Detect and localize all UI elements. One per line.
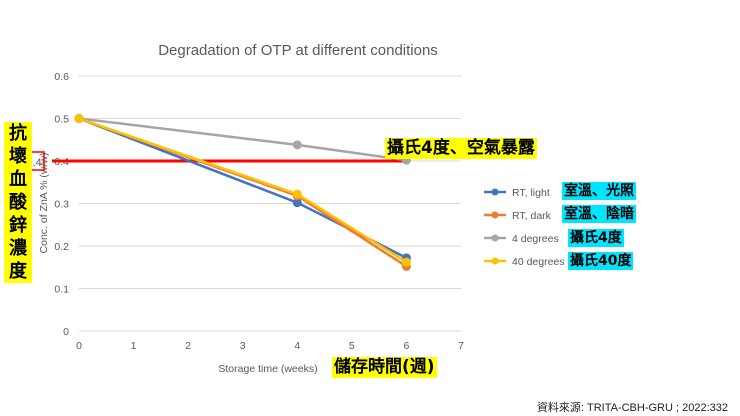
- legend-chinese-2: 室溫、陰暗: [562, 205, 636, 223]
- legend-label: 40 degrees: [512, 256, 565, 268]
- y-axis-char: 血: [9, 169, 27, 190]
- x-axis-label: Storage time (weeks): [218, 363, 317, 375]
- y-axis-label: Conc. of ZnA % (w/w): [38, 153, 50, 254]
- y-axis-char: 濃: [9, 238, 27, 259]
- data-point: [292, 140, 302, 150]
- y-tick-label: 0.5: [54, 114, 69, 126]
- legend-chinese-1: 室溫、光照: [562, 182, 636, 200]
- legend: RT, light RT, dark 4 degrees 40 degrees: [484, 187, 565, 268]
- source-citation: 資料來源: TRITA-CBH-GRU ; 2022:332: [536, 402, 728, 414]
- y-axis-chinese-label: 抗 壞 血 酸 鋅 濃 度: [4, 122, 32, 283]
- y-tick-label: 0.6: [54, 71, 69, 83]
- y-axis-char: 酸: [9, 192, 27, 213]
- legend-swatch-marker: [491, 257, 499, 265]
- x-tick-label: 1: [131, 340, 137, 352]
- x-tick-label: 3: [240, 340, 246, 352]
- series-lines: [74, 114, 411, 271]
- y-tick-labels: 00.10.20.30.40.50.6: [54, 71, 69, 338]
- y-tick-label: 0: [63, 326, 69, 338]
- legend-label: RT, dark: [512, 210, 552, 222]
- series-line-40-degrees: [78, 117, 408, 264]
- gridlines: [79, 75, 461, 332]
- y-tick-label: 0.1: [54, 284, 69, 296]
- y-axis-char: 壞: [9, 146, 27, 167]
- x-axis-chinese-label: 儲存時間(週): [332, 357, 437, 378]
- x-tick-label: 5: [349, 340, 355, 352]
- x-tick-label: 4: [294, 340, 300, 352]
- legend-swatch-marker: [491, 211, 499, 219]
- series-line-4-degrees: [78, 117, 407, 162]
- data-point: [401, 257, 411, 267]
- y-tick-label: 0.3: [54, 199, 69, 211]
- y-axis-char: 度: [9, 261, 27, 282]
- data-point: [74, 114, 84, 123]
- x-tick-labels: 0 1 2 3 4 5 6 7: [76, 340, 464, 352]
- data-point: [292, 189, 302, 199]
- legend-chinese-3: 攝氏4度: [568, 229, 624, 247]
- y-axis-char: 鋅: [9, 215, 27, 236]
- legend-swatch-marker: [491, 188, 499, 196]
- legend-swatch-marker: [491, 234, 499, 242]
- series-line-rt-dark: [78, 117, 408, 268]
- x-tick-label: 7: [458, 340, 464, 352]
- legend-label: RT, light: [512, 187, 550, 199]
- y-tick-label: 0.2: [54, 241, 69, 253]
- legend-label: 4 degrees: [512, 233, 559, 245]
- legend-chinese-4: 攝氏40度: [568, 252, 634, 270]
- chart-title: Degradation of OTP at different conditio…: [158, 42, 438, 59]
- x-tick-label: 6: [404, 340, 410, 352]
- top-callout: 攝氏4度、空氣暴露: [385, 138, 537, 159]
- x-tick-label: 0: [76, 340, 82, 352]
- y-axis-char: 抗: [9, 123, 27, 144]
- x-tick-label: 2: [185, 340, 191, 352]
